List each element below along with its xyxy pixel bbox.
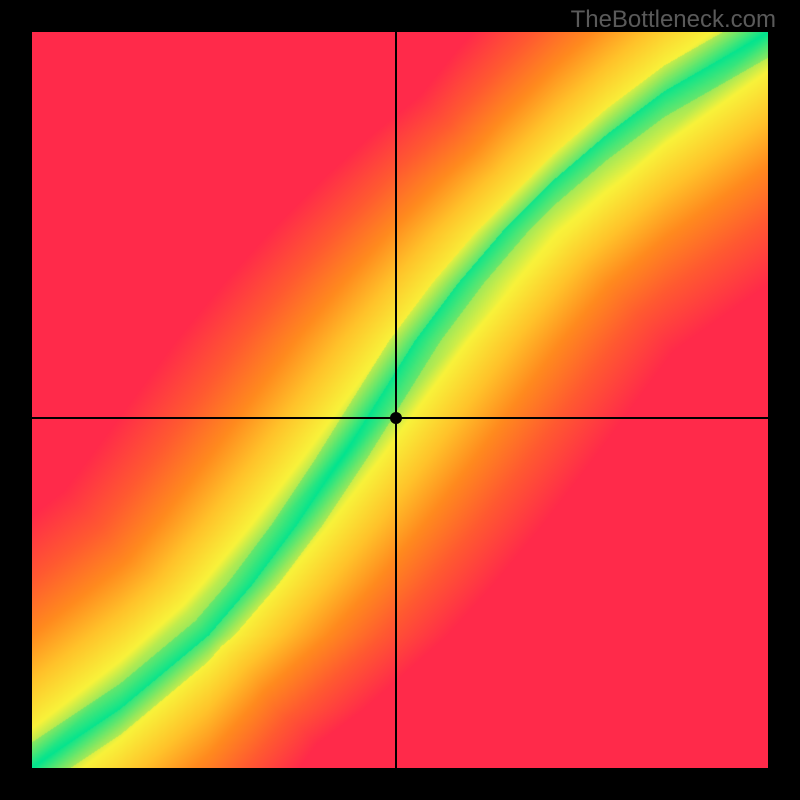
crosshair-marker: [390, 412, 402, 424]
bottleneck-heatmap: [32, 32, 768, 768]
crosshair-vertical: [395, 32, 397, 768]
plot-area: [32, 32, 768, 768]
watermark-text: TheBottleneck.com: [571, 6, 776, 34]
chart-container: TheBottleneck.com: [0, 0, 800, 800]
